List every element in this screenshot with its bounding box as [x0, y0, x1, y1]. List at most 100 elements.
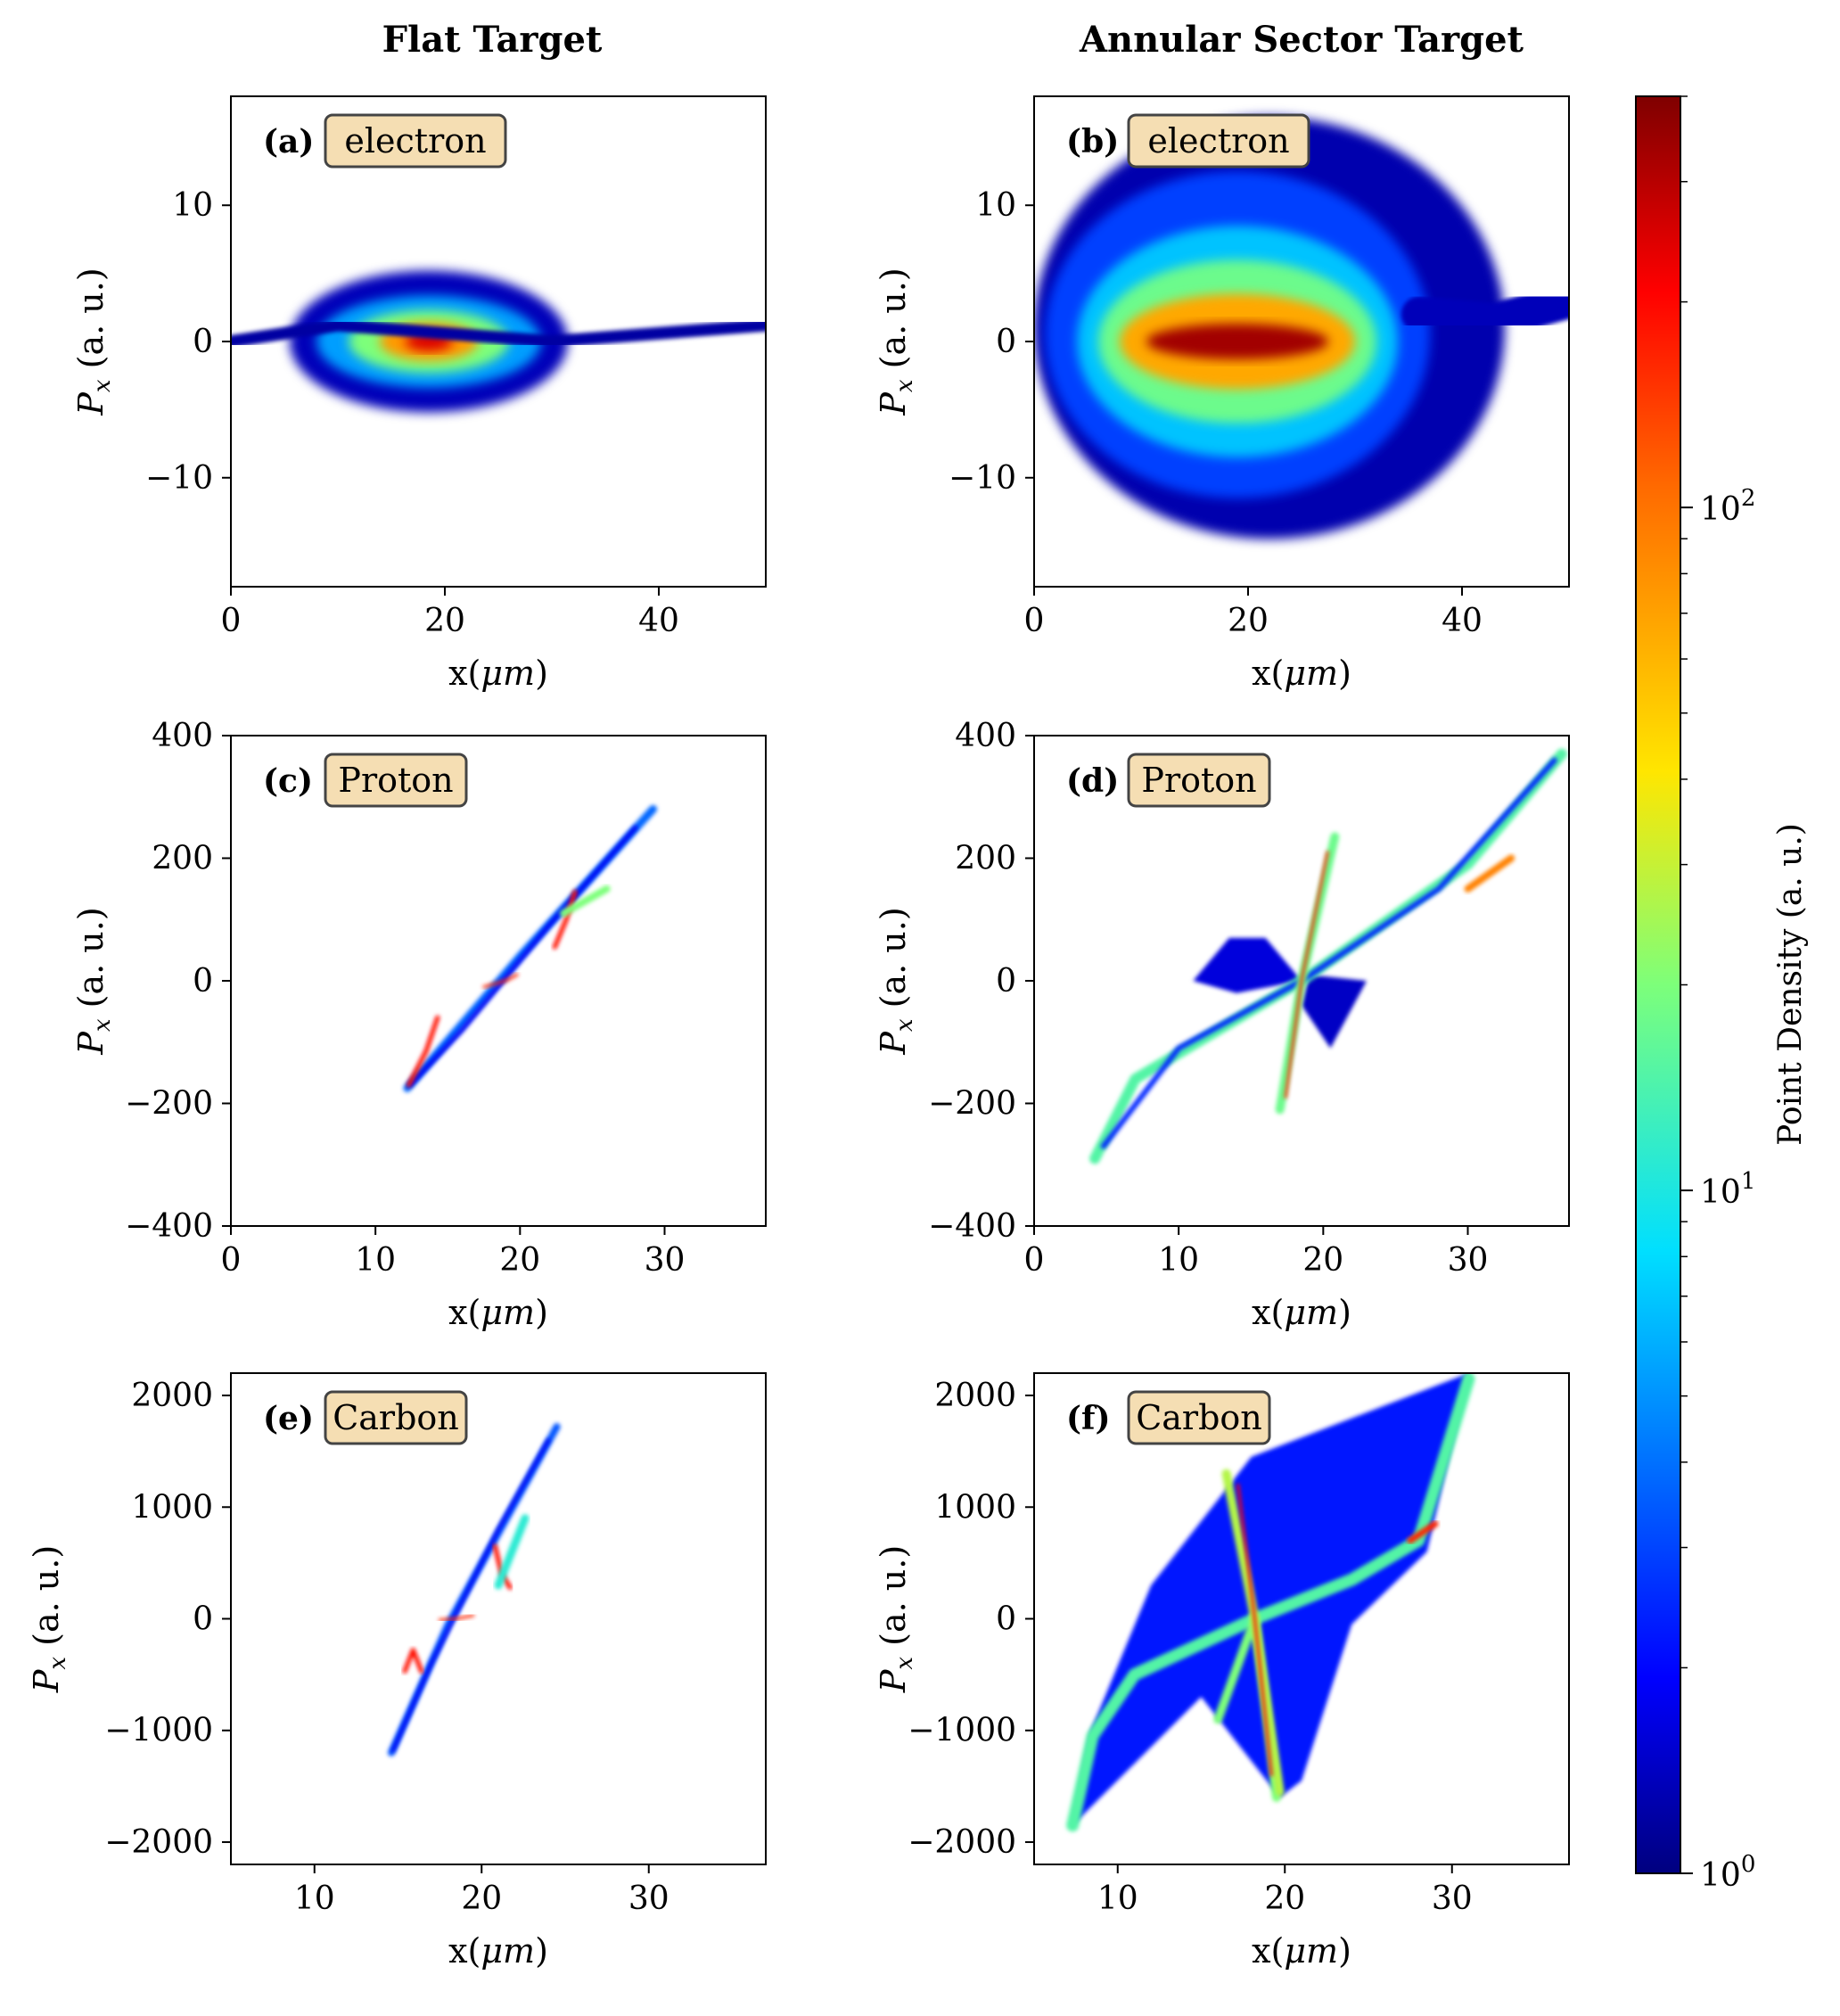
- ytick-label-d-3: −200: [928, 1086, 1016, 1123]
- density-region-d-1: [1302, 975, 1367, 1049]
- ylabel-f: Px (a. u.): [874, 1545, 918, 1693]
- panel-letter-c: (c): [263, 762, 313, 800]
- xtick-label-c-3: 30: [645, 1242, 686, 1279]
- panel-letter-a: (a): [263, 123, 314, 160]
- xlabel-a: x(μm): [448, 654, 548, 693]
- species-label-b: electron: [1147, 121, 1289, 160]
- ytick-label-c-3: −200: [125, 1086, 213, 1123]
- ytick-label-e-2: 0: [193, 1601, 213, 1638]
- density-streak-f-5: [1407, 1520, 1439, 1544]
- xtick-label-d-2: 20: [1302, 1242, 1343, 1279]
- plot-area-a: [231, 270, 766, 413]
- ytick-label-f-4: −2000: [908, 1824, 1016, 1861]
- panel-e: 10 20 30 2000 1000 0 −1000 −2000 x(μm) Px (a. u.)…: [27, 1372, 767, 1971]
- ylabel-d: Px (a. u.): [874, 907, 918, 1055]
- xtick-label-a-0: 0: [221, 603, 242, 639]
- density-streak-b-0: [1401, 283, 1569, 340]
- column-title-flat: Flat Target: [382, 19, 603, 61]
- ytick-label-d-0: 400: [955, 718, 1016, 754]
- plot-area-f: [1066, 1373, 1475, 1832]
- colorbar-gradient: [1635, 95, 1681, 1874]
- xlabel-d: x(μm): [1252, 1293, 1351, 1332]
- density-streak-c-3: [552, 889, 578, 950]
- density-streak-c-4: [559, 885, 611, 917]
- plot-area-b: [1034, 116, 1569, 539]
- ylabel-e: Px (a. u.): [27, 1545, 71, 1693]
- ytick-label-e-0: 2000: [131, 1378, 213, 1414]
- xtick-label-d-0: 0: [1024, 1242, 1045, 1279]
- density-streak-e-2: [402, 1648, 424, 1674]
- density-region-b-5: [1146, 324, 1328, 359]
- density-streak-e-5: [438, 1614, 475, 1622]
- panel-a: 0 20 40 10 0 −10 x(μm) Px (a. u.) (a) electron: [71, 95, 767, 693]
- xtick-label-f-2: 30: [1432, 1880, 1473, 1917]
- species-label-a: electron: [344, 121, 486, 160]
- panels: 0 20 40 10 0 −10 x(μm) Px (a. u.) (a) electron 0 20…: [27, 95, 1570, 1971]
- panel-c: 0 10 20 30 400 200 0 −200 −400 x(μm) Px (a. u.) (c)…: [71, 718, 767, 1332]
- ytick-label-f-2: 0: [996, 1601, 1016, 1638]
- xtick-label-e-1: 20: [461, 1880, 502, 1917]
- ytick-label-f-0: 2000: [934, 1378, 1016, 1414]
- density-streak-d-0: [1089, 748, 1567, 1164]
- xtick-label-a-1: 20: [424, 603, 465, 639]
- species-badge-f: [1127, 1390, 1271, 1445]
- xtick-label-c-2: 20: [499, 1242, 540, 1279]
- ytick-label-e-3: −1000: [104, 1713, 213, 1749]
- xlabel-e: x(μm): [448, 1931, 548, 1971]
- density-streak-c-2: [406, 1015, 440, 1088]
- ylabel-a: Px (a. u.): [71, 267, 116, 416]
- species-badge-c: [324, 753, 468, 808]
- ytick-label-c-4: −400: [125, 1208, 213, 1245]
- colorbar-tick-label-0: 100: [1700, 1851, 1755, 1894]
- species-badge-b: [1127, 113, 1310, 169]
- panel-f: 10 20 30 2000 1000 0 −1000 −2000 x(μm) Px (a. u.)…: [874, 1372, 1570, 1971]
- panel-d: 0 10 20 30 400 200 0 −200 −400 x(μm) Px (a. u.) (d)…: [874, 718, 1570, 1332]
- xtick-label-d-3: 30: [1448, 1242, 1489, 1279]
- ytick-label-a-2: −10: [145, 460, 213, 497]
- panel-b: 0 20 40 10 0 −10 x(μm) Px (a. u.) (b) electron: [874, 95, 1570, 693]
- ytick-label-e-1: 1000: [131, 1489, 213, 1526]
- xtick-label-c-1: 10: [355, 1242, 396, 1279]
- xlabel-c: x(μm): [448, 1293, 548, 1332]
- ylabel-b: Px (a. u.): [874, 267, 918, 416]
- species-badge-e: [324, 1390, 468, 1445]
- species-badge-a: [324, 113, 507, 169]
- panel-letter-b: (b): [1066, 123, 1119, 160]
- density-streak-d-5: [1464, 854, 1516, 893]
- ytick-label-d-1: 200: [955, 841, 1016, 877]
- xtick-label-c-0: 0: [221, 1242, 242, 1279]
- ytick-label-b-0: 10: [975, 187, 1016, 224]
- colorbar-label: Point Density (a. u.): [1772, 823, 1809, 1146]
- colorbar-ticks: 100 101 102: [1680, 95, 1755, 1894]
- xtick-label-b-1: 20: [1228, 603, 1269, 639]
- ytick-label-e-4: −2000: [104, 1824, 213, 1861]
- xtick-label-b-2: 40: [1442, 603, 1483, 639]
- species-badge-d: [1127, 753, 1271, 808]
- xtick-label-e-2: 30: [628, 1880, 669, 1917]
- xlabel-b: x(μm): [1252, 654, 1351, 693]
- panel-letter-f: (f): [1066, 1400, 1111, 1437]
- density-streak-c-5: [482, 973, 519, 989]
- ytick-label-b-2: −10: [949, 460, 1016, 497]
- species-label-f: Carbon: [1136, 1398, 1262, 1437]
- axes-frame-e: [230, 1372, 767, 1865]
- ytick-label-b-1: 0: [996, 324, 1016, 360]
- colorbar: 100 101 102 Point Density (a. u.): [1635, 95, 1809, 1894]
- colorbar-tick-label-2: 102: [1700, 485, 1755, 528]
- ytick-label-a-0: 10: [172, 187, 213, 224]
- plot-area-e: [388, 1423, 561, 1757]
- plot-area-c: [403, 805, 658, 1092]
- colorbar-tick-label-1: 101: [1700, 1168, 1755, 1211]
- xtick-label-d-1: 10: [1158, 1242, 1199, 1279]
- xlabel-f: x(μm): [1252, 1931, 1351, 1971]
- ytick-label-a-1: 0: [193, 324, 213, 360]
- density-streak-e-0: [388, 1423, 561, 1757]
- xtick-label-f-1: 20: [1264, 1880, 1305, 1917]
- ytick-label-d-2: 0: [996, 963, 1016, 1000]
- ytick-label-c-0: 400: [152, 718, 213, 754]
- xtick-label-b-0: 0: [1024, 603, 1045, 639]
- density-region-f-0: [1072, 1373, 1469, 1826]
- plot-area-d: [1089, 748, 1567, 1164]
- xtick-label-a-2: 40: [638, 603, 679, 639]
